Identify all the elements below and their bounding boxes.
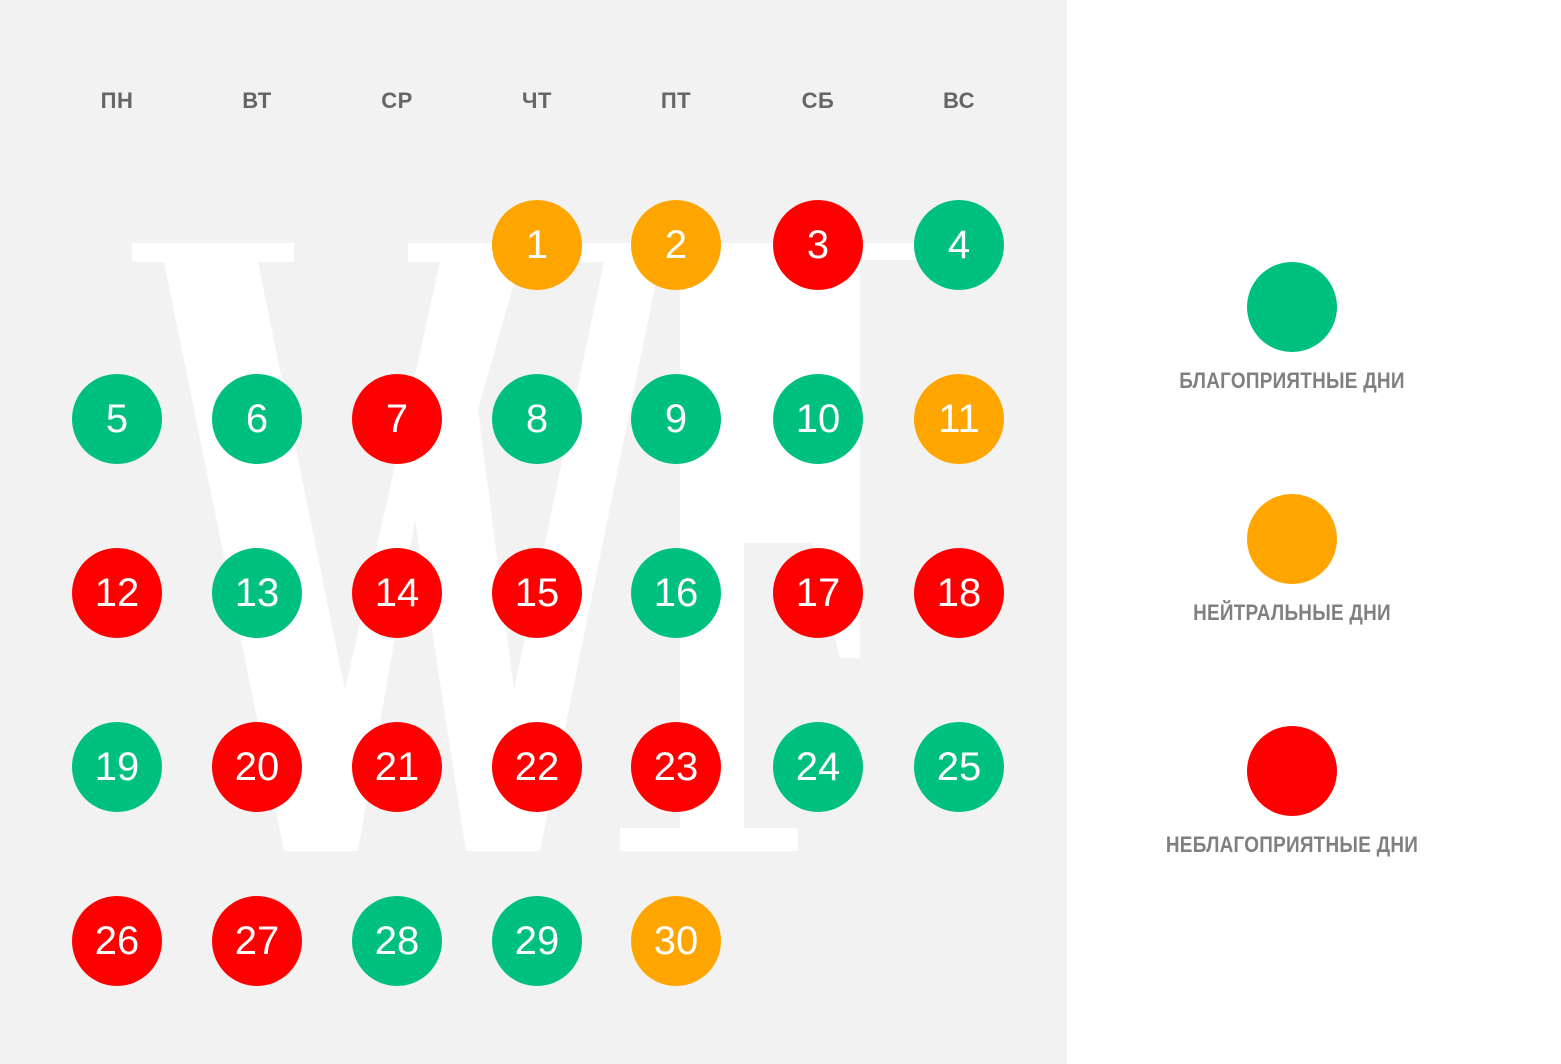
day-1: 1 xyxy=(492,200,582,290)
day-12: 12 xyxy=(72,548,162,638)
day-10: 10 xyxy=(773,374,863,464)
day-21: 21 xyxy=(352,722,442,812)
day-17: 17 xyxy=(773,548,863,638)
day-15: 15 xyxy=(492,548,582,638)
day-6: 6 xyxy=(212,374,302,464)
day-23: 23 xyxy=(631,722,721,812)
day-27: 27 xyxy=(212,896,302,986)
neutral-dot xyxy=(1247,494,1337,584)
day-18: 18 xyxy=(914,548,1004,638)
legend-neutral: НЕЙТРАЛЬНЫЕ ДНИ xyxy=(1132,494,1452,626)
day-13: 13 xyxy=(212,548,302,638)
day-14: 14 xyxy=(352,548,442,638)
legend-unfavorable: НЕБЛАГОПРИЯТНЫЕ ДНИ xyxy=(1132,726,1452,858)
legend-unfavorable-label: НЕБЛАГОПРИЯТНЫЕ ДНИ xyxy=(1165,832,1419,857)
day-3: 3 xyxy=(773,200,863,290)
day-7: 7 xyxy=(352,374,442,464)
day-4: 4 xyxy=(914,200,1004,290)
day-22: 22 xyxy=(492,722,582,812)
legend-favorable: БЛАГОПРИЯТНЫЕ ДНИ xyxy=(1132,262,1452,394)
day-30: 30 xyxy=(631,896,721,986)
legend-favorable-label: БЛАГОПРИЯТНЫЕ ДНИ xyxy=(1179,368,1405,393)
day-16: 16 xyxy=(631,548,721,638)
day-19: 19 xyxy=(72,722,162,812)
favorable-dot xyxy=(1247,262,1337,352)
day-9: 9 xyxy=(631,374,721,464)
calendar-panel: ПН ВТ СР ЧТ ПТ СБ ВС 1 2 3 4 5 6 7 8 9 10 11 12 13 14… xyxy=(0,0,1067,1064)
day-26: 26 xyxy=(72,896,162,986)
day-11: 11 xyxy=(914,374,1004,464)
day-5: 5 xyxy=(72,374,162,464)
day-8: 8 xyxy=(492,374,582,464)
legend-neutral-label: НЕЙТРАЛЬНЫЕ ДНИ xyxy=(1193,600,1391,625)
unfavorable-dot xyxy=(1247,726,1337,816)
day-20: 20 xyxy=(212,722,302,812)
day-24: 24 xyxy=(773,722,863,812)
day-28: 28 xyxy=(352,896,442,986)
day-25: 25 xyxy=(914,722,1004,812)
day-29: 29 xyxy=(492,896,582,986)
day-2: 2 xyxy=(631,200,721,290)
